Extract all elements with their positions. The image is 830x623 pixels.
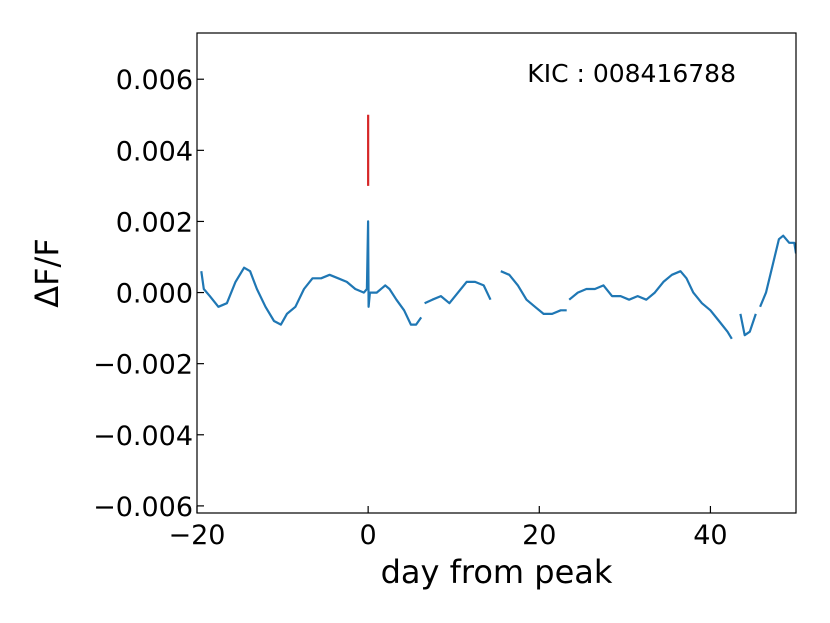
plot-layer xyxy=(200,114,796,340)
y-axis-label: ΔF/F xyxy=(28,238,66,307)
x-tick-label: 0 xyxy=(360,520,377,551)
series-line-segment xyxy=(739,313,757,337)
y-tick-label: −0.002 xyxy=(93,350,193,381)
y-tick-label: 0.004 xyxy=(116,136,193,167)
series-line-segment xyxy=(759,234,796,308)
y-tick-label: 0.002 xyxy=(116,207,193,238)
series-line-segment xyxy=(200,220,423,326)
y-tick-label: −0.006 xyxy=(93,492,193,523)
y-tick-label: 0.006 xyxy=(116,65,193,96)
series-line-segment xyxy=(500,270,567,315)
axes-frame xyxy=(196,32,797,514)
x-tick-label: 40 xyxy=(693,520,727,551)
series-group xyxy=(200,114,796,340)
y-tick-label: 0.000 xyxy=(116,279,193,310)
x-tick-label: −20 xyxy=(169,520,226,551)
series-line-segment xyxy=(568,270,733,340)
annotation-label: KIC : 008416788 xyxy=(527,59,736,88)
y-tick-label: −0.004 xyxy=(93,421,193,452)
x-tick-label: 20 xyxy=(522,520,556,551)
series-line-segment xyxy=(424,280,492,305)
x-axis-label: day from peak xyxy=(381,553,613,591)
ticks-layer: −20 0 20 40 −0.006 −0.004 −0.002 0.000 0.002 0.00… xyxy=(93,65,728,551)
